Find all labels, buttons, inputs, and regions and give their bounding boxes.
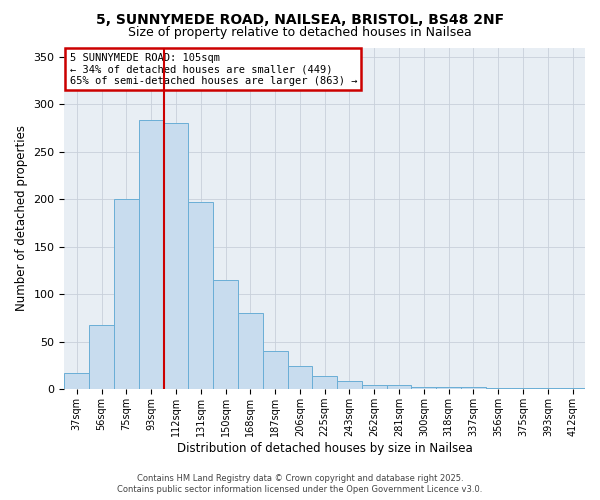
Bar: [511, 388, 535, 390]
Bar: [436, 388, 461, 390]
Bar: [412, 388, 436, 390]
Bar: [287, 366, 313, 390]
Bar: [139, 120, 164, 390]
Bar: [535, 388, 560, 390]
Bar: [560, 388, 585, 390]
Bar: [213, 280, 238, 390]
X-axis label: Distribution of detached houses by size in Nailsea: Distribution of detached houses by size …: [177, 442, 473, 455]
Bar: [313, 376, 337, 390]
Text: Contains HM Land Registry data © Crown copyright and database right 2025.
Contai: Contains HM Land Registry data © Crown c…: [118, 474, 482, 494]
Bar: [114, 200, 139, 390]
Bar: [164, 124, 188, 390]
Bar: [486, 388, 511, 390]
Bar: [263, 352, 287, 390]
Bar: [64, 373, 89, 390]
Bar: [362, 384, 386, 390]
Text: Size of property relative to detached houses in Nailsea: Size of property relative to detached ho…: [128, 26, 472, 39]
Y-axis label: Number of detached properties: Number of detached properties: [15, 126, 28, 312]
Bar: [337, 381, 362, 390]
Bar: [188, 202, 213, 390]
Title: 5, SUNNYMEDE ROAD, NAILSEA, BRISTOL, BS48 2NF
Size of property relative to detac: 5, SUNNYMEDE ROAD, NAILSEA, BRISTOL, BS4…: [0, 499, 1, 500]
Bar: [461, 388, 486, 390]
Text: 5 SUNNYMEDE ROAD: 105sqm
← 34% of detached houses are smaller (449)
65% of semi-: 5 SUNNYMEDE ROAD: 105sqm ← 34% of detach…: [70, 52, 357, 86]
Text: 5, SUNNYMEDE ROAD, NAILSEA, BRISTOL, BS48 2NF: 5, SUNNYMEDE ROAD, NAILSEA, BRISTOL, BS4…: [96, 12, 504, 26]
Bar: [238, 314, 263, 390]
Bar: [89, 324, 114, 390]
Bar: [386, 384, 412, 390]
